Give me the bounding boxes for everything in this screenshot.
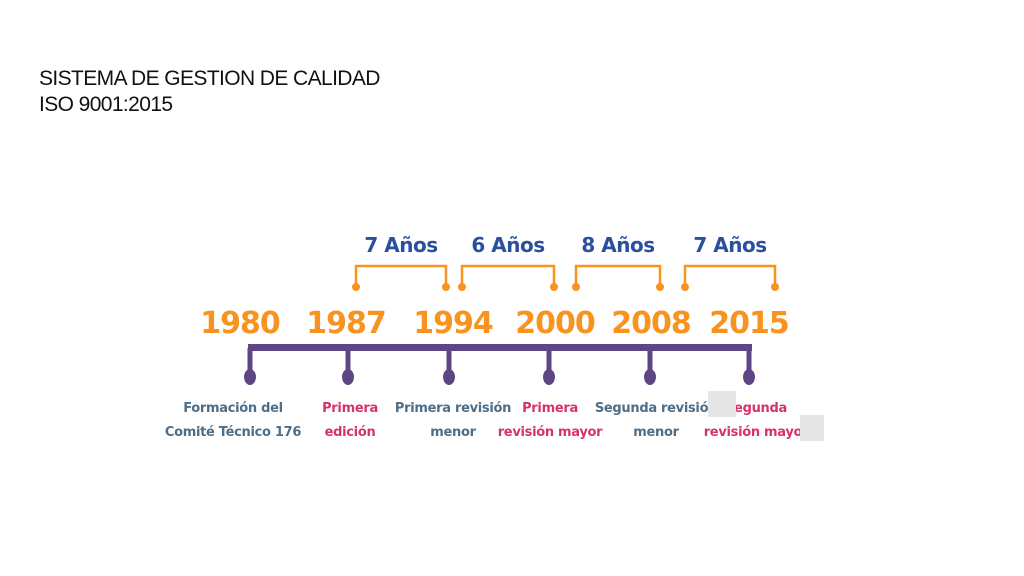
interval-brackets: 7 Años 6 Años 8 Años 7 Años [352, 233, 779, 291]
year-label-2015: 2015 [709, 306, 789, 341]
bracket-line [354, 264, 448, 286]
event-line-2: menor [633, 425, 679, 440]
bracket-line [460, 264, 556, 286]
event-line-2: revisión mayor [704, 425, 809, 440]
timeline-marker-2000 [543, 369, 555, 385]
year-label-1994: 1994 [413, 306, 493, 341]
interval-label-3: 8 Años [581, 233, 654, 257]
event-label-6: Segunda revisión mayor [704, 401, 810, 440]
timeline-marker-1994 [443, 369, 455, 385]
bracket-line [683, 264, 777, 286]
event-line-2: menor [430, 425, 476, 440]
timeline-connector [247, 348, 253, 370]
event-label-1: Formación del Comité Técnico 176 [165, 401, 302, 440]
event-line-1: Primera [522, 401, 578, 416]
timeline-connector [446, 348, 452, 370]
timeline-marker-2015 [743, 369, 755, 385]
year-label-2000: 2000 [515, 306, 595, 341]
timeline-connector [746, 348, 752, 370]
year-label-1980: 1980 [200, 306, 280, 341]
interval-label-4: 7 Años [693, 233, 766, 257]
bracket-end-dot [458, 283, 466, 291]
interval-bracket-1: 7 Años [352, 233, 450, 291]
slide-title: SISTEMA DE GESTION DE CALIDAD ISO 9001:2… [39, 66, 380, 118]
bracket-end-dot [681, 283, 689, 291]
bracket-end-dot [550, 283, 558, 291]
event-labels: Formación del Comité Técnico 176 Primera ed… [165, 401, 810, 440]
interval-bracket-2: 6 Años [458, 233, 558, 291]
title-line-1: SISTEMA DE GESTION DE CALIDAD [39, 67, 380, 90]
timeline-connector [345, 348, 351, 370]
timeline-bar [248, 344, 752, 351]
year-label-2008: 2008 [611, 306, 691, 341]
interval-bracket-3: 8 Años [572, 233, 664, 291]
year-labels: 1980 1987 1994 2000 2008 2015 [200, 306, 790, 341]
timeline-connector [546, 348, 552, 370]
title-line-2: ISO 9001:2015 [39, 93, 173, 116]
event-label-4: Primera revisión mayor [498, 401, 604, 440]
bracket-end-dot [572, 283, 580, 291]
event-label-5: Segunda revisión menor [595, 401, 718, 440]
timeline-marker-1980 [244, 369, 256, 385]
interval-bracket-4: 7 Años [681, 233, 779, 291]
timeline-axis [244, 344, 755, 385]
bracket-end-dot [656, 283, 664, 291]
interval-label-2: 6 Años [471, 233, 544, 257]
event-line-1: Segunda [725, 401, 787, 416]
timeline-connector [647, 348, 653, 370]
event-line-1: Segunda revisión [595, 401, 717, 416]
timeline-marker-2008 [644, 369, 656, 385]
event-line-2: Comité Técnico 176 [165, 425, 302, 440]
event-line-1: Primera [322, 401, 378, 416]
event-line-1: Formación del [183, 401, 283, 416]
event-line-1: Primera revisión [395, 401, 511, 416]
event-line-2: edición [325, 425, 376, 440]
bracket-end-dot [442, 283, 450, 291]
interval-label-1: 7 Años [364, 233, 437, 257]
year-label-1987: 1987 [306, 306, 386, 341]
event-label-3: Primera revisión menor [395, 401, 512, 440]
gray-patches [708, 391, 824, 441]
gray-patch [800, 415, 824, 441]
bracket-end-dot [771, 283, 779, 291]
gray-patch [708, 391, 736, 417]
timeline-marker-1987 [342, 369, 354, 385]
event-label-2: Primera edición [322, 401, 378, 440]
bracket-end-dot [352, 283, 360, 291]
bracket-line [574, 264, 662, 286]
event-line-2: revisión mayor [498, 425, 603, 440]
